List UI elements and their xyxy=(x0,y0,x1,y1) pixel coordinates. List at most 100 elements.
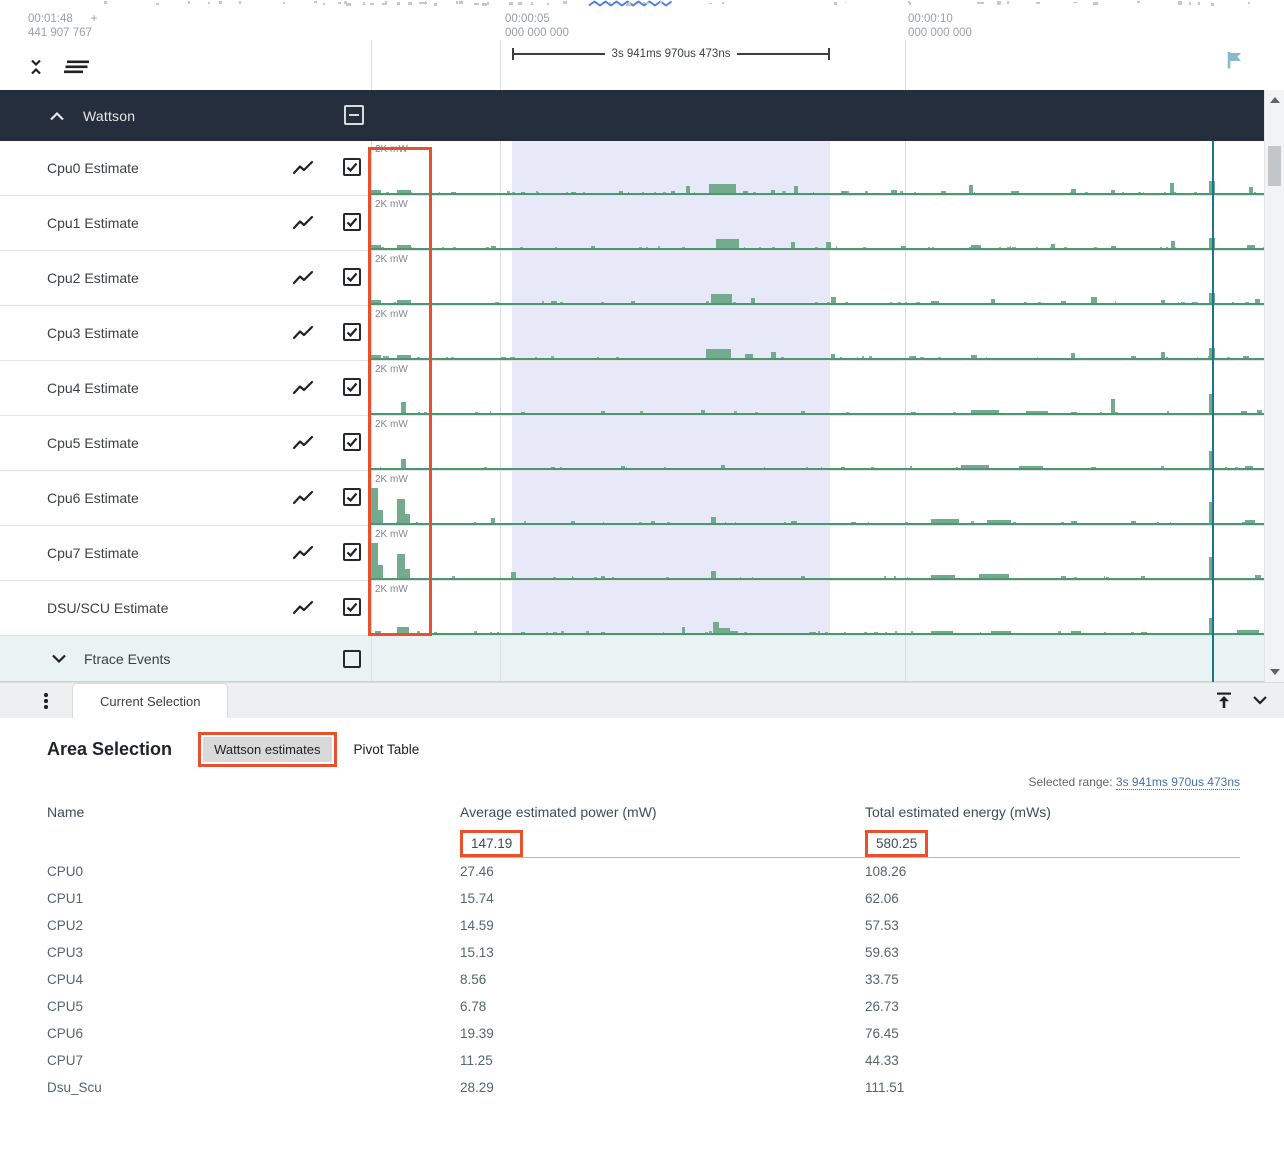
track-checkbox-checked[interactable] xyxy=(343,598,361,616)
group-checkbox-unchecked[interactable] xyxy=(343,650,361,668)
table-row[interactable]: CPU1 15.74 62.06 xyxy=(47,885,1240,912)
table-row[interactable]: CPU5 6.78 26.73 xyxy=(47,993,1240,1020)
kebab-menu-icon[interactable] xyxy=(44,691,48,711)
counter-sample xyxy=(957,358,960,360)
counter-sample xyxy=(1073,577,1077,580)
counter-sample xyxy=(618,248,621,250)
scroll-down-button[interactable] xyxy=(1265,664,1284,680)
track-name-panel[interactable]: Cpu1 Estimate xyxy=(0,196,371,250)
table-row[interactable]: CPU7 11.25 44.33 xyxy=(47,1047,1240,1074)
table-row[interactable]: CPU0 27.46 108.26 xyxy=(47,858,1240,885)
counter-sample xyxy=(1114,301,1116,305)
counter-sample xyxy=(552,303,554,305)
counter-spike xyxy=(571,192,576,195)
timeline-ruler[interactable]: 00:01:48 + 441 907 767 00:00:05 000 000 00… xyxy=(0,7,1284,90)
note-flag-icon[interactable] xyxy=(1224,49,1246,76)
line-chart-icon[interactable] xyxy=(292,214,314,232)
track-canvas[interactable]: 2K mW xyxy=(371,306,1284,360)
area-selection-overlay[interactable] xyxy=(512,141,830,636)
table-row[interactable]: CPU3 15.13 59.63 xyxy=(47,939,1240,966)
track-name-panel[interactable]: Cpu7 Estimate xyxy=(0,526,371,580)
line-chart-icon[interactable] xyxy=(292,324,314,342)
counter-sample xyxy=(674,303,678,305)
counter-spike xyxy=(371,355,381,360)
track-name-panel[interactable]: Cpu5 Estimate xyxy=(0,416,371,470)
track-checkbox-checked[interactable] xyxy=(343,378,361,396)
counter-sample xyxy=(697,302,700,305)
track-canvas[interactable]: 2K mW xyxy=(371,581,1284,635)
tab-pivot-table[interactable]: Pivot Table xyxy=(353,742,420,757)
collapse-tracks-icon[interactable] xyxy=(26,57,46,77)
scrollbar-thumb[interactable] xyxy=(1268,146,1281,186)
counter-sample xyxy=(1097,248,1100,250)
counter-sample xyxy=(663,248,667,250)
counter-sample xyxy=(761,632,764,635)
table-row[interactable]: CPU4 8.56 33.75 xyxy=(47,966,1240,993)
counter-sample xyxy=(440,358,443,360)
counter-sample xyxy=(531,578,534,580)
line-chart-icon[interactable] xyxy=(292,379,314,397)
counter-sample xyxy=(667,523,670,525)
track-checkbox-checked[interactable] xyxy=(343,268,361,286)
counter-sample xyxy=(1193,192,1197,195)
line-chart-icon[interactable] xyxy=(292,269,314,287)
table-row[interactable]: CPU6 19.39 76.45 xyxy=(47,1020,1240,1047)
counter-wave xyxy=(371,147,1284,195)
clipped-glyph xyxy=(1188,2,1191,6)
track-canvas[interactable]: 2K mW xyxy=(371,361,1284,415)
counter-sample xyxy=(991,577,994,580)
track-checkbox-checked[interactable] xyxy=(343,543,361,561)
track-checkbox-checked[interactable] xyxy=(343,213,361,231)
tab-current-selection[interactable]: Current Selection xyxy=(72,683,229,718)
marker-line[interactable] xyxy=(1212,141,1214,682)
track-canvas[interactable]: 2K mW xyxy=(371,526,1284,580)
counter-sample xyxy=(1252,633,1255,635)
line-chart-icon[interactable] xyxy=(292,599,314,617)
track-checkbox-checked[interactable] xyxy=(343,433,361,451)
track-filter-icon[interactable] xyxy=(59,57,89,77)
expand-panel-icon[interactable] xyxy=(1214,690,1234,710)
track-canvas[interactable]: 2K mW xyxy=(371,251,1284,305)
selected-range-link[interactable]: 3s 941ms 970us 473ns xyxy=(1115,775,1240,790)
track-name-panel[interactable]: Cpu2 Estimate xyxy=(0,251,371,305)
track-canvas[interactable]: 2K mW xyxy=(371,416,1284,470)
track-name-panel[interactable]: Cpu4 Estimate xyxy=(0,361,371,415)
counter-sample xyxy=(1114,411,1118,415)
tab-wattson-estimates[interactable]: Wattson estimates xyxy=(203,737,332,762)
group-checkbox-indeterminate[interactable] xyxy=(344,105,364,125)
vertical-scrollbar[interactable] xyxy=(1264,90,1284,682)
collapse-panel-icon[interactable] xyxy=(1250,690,1270,710)
track-canvas[interactable]: 2K mW xyxy=(371,471,1284,525)
table-row[interactable]: CPU2 14.59 57.53 xyxy=(47,912,1240,939)
counter-sample xyxy=(1020,302,1024,305)
clipped-glyph xyxy=(626,2,629,6)
counter-sample xyxy=(530,632,533,635)
track-name-panel[interactable]: DSU/SCU Estimate xyxy=(0,581,371,635)
line-chart-icon[interactable] xyxy=(292,434,314,452)
track-name-panel[interactable]: Cpu0 Estimate xyxy=(0,141,371,195)
track-checkbox-checked[interactable] xyxy=(343,488,361,506)
chevron-down-icon[interactable] xyxy=(50,653,68,665)
cell-name: CPU4 xyxy=(47,972,84,987)
scroll-up-button[interactable] xyxy=(1265,92,1284,108)
counter-sample xyxy=(529,633,533,635)
counter-sample xyxy=(732,301,736,305)
track-name-panel[interactable]: Cpu3 Estimate xyxy=(0,306,371,360)
track-checkbox-checked[interactable] xyxy=(343,323,361,341)
line-chart-icon[interactable] xyxy=(292,159,314,177)
counter-spike xyxy=(601,576,605,580)
track-canvas[interactable]: 2K mW xyxy=(371,141,1284,195)
group-header-ftrace[interactable]: Ftrace Events xyxy=(0,636,1284,682)
group-header-wattson[interactable]: Wattson xyxy=(0,90,1284,141)
line-chart-icon[interactable] xyxy=(292,544,314,562)
track-canvas[interactable]: 2K mW xyxy=(371,196,1284,250)
line-chart-icon[interactable] xyxy=(292,489,314,507)
counter-spike xyxy=(397,499,405,525)
chevron-up-icon[interactable] xyxy=(48,110,66,122)
track-checkbox-checked[interactable] xyxy=(343,158,361,176)
table-row[interactable]: Dsu_Scu 28.29 111.51 xyxy=(47,1074,1240,1101)
track-name-panel[interactable]: Cpu6 Estimate xyxy=(0,471,371,525)
cell-total-energy: 111.51 xyxy=(865,1080,905,1095)
counter-spike xyxy=(791,242,795,250)
counter-sample xyxy=(683,303,685,305)
